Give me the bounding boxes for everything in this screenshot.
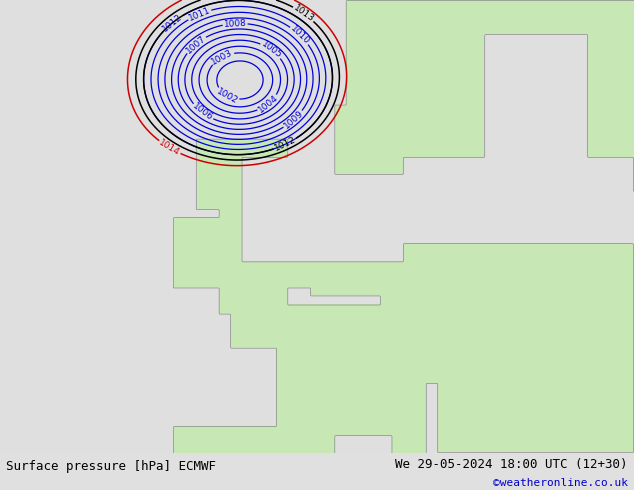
Text: 1010: 1010: [288, 24, 311, 47]
Text: 1009: 1009: [282, 109, 305, 131]
Text: 1008: 1008: [223, 19, 247, 29]
Text: 1011: 1011: [187, 6, 212, 23]
Text: 1004: 1004: [256, 93, 280, 115]
Text: Surface pressure [hPa] ECMWF: Surface pressure [hPa] ECMWF: [6, 460, 216, 473]
Text: 1005: 1005: [259, 40, 283, 60]
Text: 1012: 1012: [273, 135, 297, 153]
Text: We 29-05-2024 18:00 UTC (12+30): We 29-05-2024 18:00 UTC (12+30): [395, 458, 628, 471]
Text: 1014: 1014: [157, 138, 181, 157]
Text: ©weatheronline.co.uk: ©weatheronline.co.uk: [493, 478, 628, 488]
Text: 1007: 1007: [184, 33, 207, 55]
Text: 1013: 1013: [292, 3, 316, 24]
Text: 1003: 1003: [210, 48, 235, 67]
Text: 1012: 1012: [161, 12, 184, 33]
Text: 1006: 1006: [191, 102, 214, 123]
Text: 1002: 1002: [215, 87, 240, 105]
